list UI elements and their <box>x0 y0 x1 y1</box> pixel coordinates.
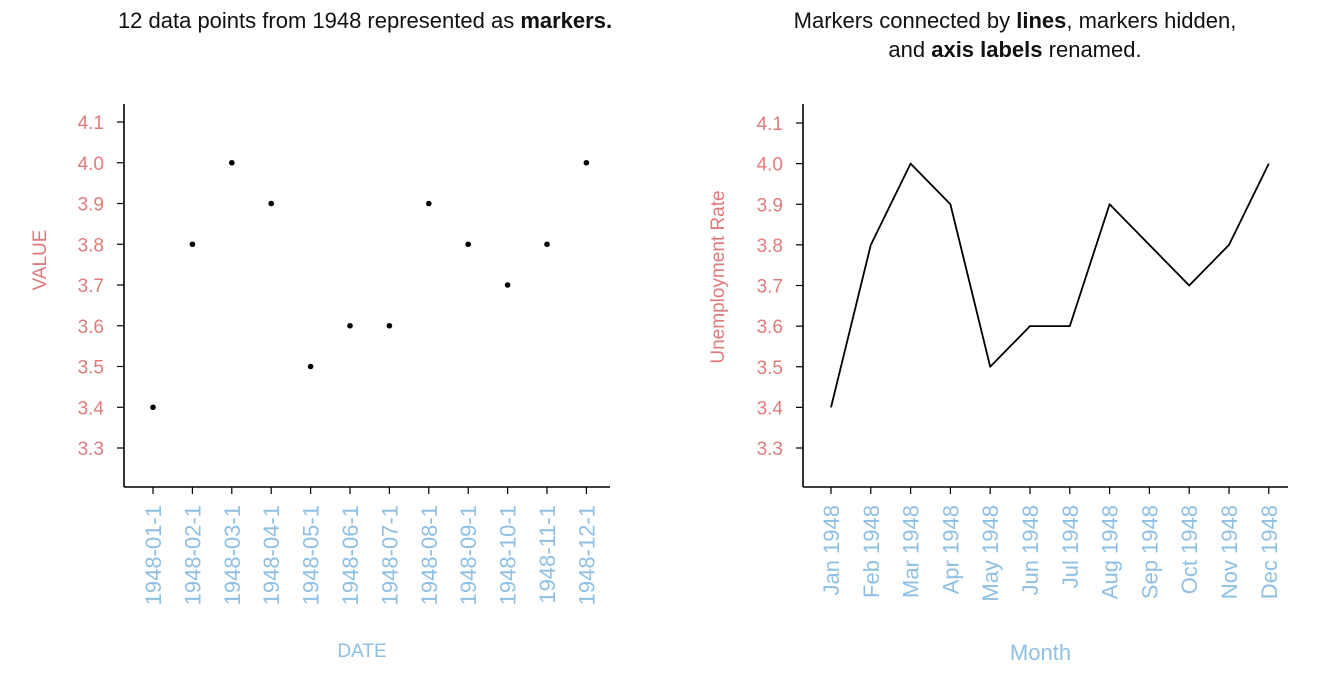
y-tick-label: 4.1 <box>78 113 104 134</box>
line-chart: 3.3 3.4 3.5 3.6 3.7 3.8 3.9 4.0 4.1 Jan 1948 Feb 1… <box>708 104 1288 665</box>
data-point <box>583 159 590 166</box>
x-tick-label: 1948-09-1 <box>456 505 481 605</box>
x-tick-label: 1948-12-1 <box>574 505 599 605</box>
x-tick-label: May 1948 <box>978 505 1003 602</box>
x-tick-label: 1948-05-1 <box>299 505 324 605</box>
y-tick-label: 4.0 <box>78 154 104 175</box>
x-tick-label: 1948-03-1 <box>220 505 245 605</box>
title-left-text: 12 data points from 1948 represented as <box>117 8 521 33</box>
y-tick-label: 3.7 <box>757 277 783 298</box>
x-tick-label: 1948-08-1 <box>417 505 442 605</box>
x-tick-label: Dec 1948 <box>1257 505 1282 599</box>
data-point <box>229 159 235 166</box>
x-tick-label: Feb 1948 <box>859 505 884 598</box>
x-tick-label: 1948-07-1 <box>377 505 402 605</box>
data-point <box>544 241 550 248</box>
data-point <box>189 241 196 248</box>
data-point <box>504 282 511 288</box>
title-right-line-2: and axis labels renamed. <box>700 35 1330 64</box>
y-tick-label: 4.1 <box>757 114 783 135</box>
data-point <box>386 322 393 329</box>
x-tick-label: 1948-04-1 <box>259 505 284 605</box>
y-tick-label: 3.5 <box>757 358 783 379</box>
x-tick-label: 1948-01-1 <box>141 505 166 605</box>
x-tick-label: Nov 1948 <box>1217 505 1242 599</box>
data-point <box>268 200 275 207</box>
y-axis-title: VALUE <box>30 230 51 291</box>
x-tick-label: Jul 1948 <box>1058 505 1083 588</box>
y-tick-label: 3.8 <box>757 236 783 257</box>
title-right-post-1: , markers hidden, <box>1066 8 1237 33</box>
y-tick-label: 3.9 <box>78 195 104 216</box>
y-tick-label: 3.5 <box>78 358 104 379</box>
x-tick-label: 1948-06-1 <box>338 505 363 605</box>
data-point <box>426 200 432 207</box>
x-tick-label: Jan 1948 <box>819 505 844 596</box>
scatter-chart: 3.3 3.4 3.5 3.6 3.7 3.8 3.9 4.0 4.1 1948-01-1 1948… <box>30 104 610 662</box>
title-right-post-2: renamed. <box>1042 37 1142 62</box>
x-tick-label: 1948-10-1 <box>496 505 521 605</box>
chart-title-right: Markers connected by lines, markers hidd… <box>700 6 1330 64</box>
y-tick-label: 3.8 <box>78 235 104 256</box>
y-axis-title: Unemployment Rate <box>708 190 729 363</box>
x-tick-label: Apr 1948 <box>938 505 963 594</box>
title-right-pre-1: Markers connected by <box>793 8 1017 33</box>
title-right-pre-2: and <box>888 37 932 62</box>
x-tick-label: Sep 1948 <box>1137 505 1162 599</box>
series-line <box>830 162 1270 408</box>
x-tick-label: Mar 1948 <box>899 505 924 598</box>
x-axis-title: Month <box>1010 640 1071 665</box>
y-tick-label: 3.6 <box>757 317 783 338</box>
title-right-bold-2: axis labels <box>931 37 1043 62</box>
data-point <box>347 322 353 329</box>
title-right-line-1: Markers connected by lines, markers hidd… <box>700 6 1330 35</box>
chart-title-left: 12 data points from 1948 represented as … <box>40 6 690 35</box>
y-tick-label: 3.6 <box>78 317 104 338</box>
y-tick-label: 3.3 <box>757 439 783 460</box>
y-tick-label: 3.9 <box>757 195 783 216</box>
y-tick-label: 3.3 <box>78 439 104 460</box>
x-tick-label: Jun 1948 <box>1018 505 1043 596</box>
y-tick-label: 3.7 <box>78 276 104 297</box>
data-point <box>150 404 156 411</box>
data-point <box>465 241 472 248</box>
x-tick-label: Aug 1948 <box>1098 505 1123 599</box>
data-point <box>307 363 314 370</box>
x-tick-label: Oct 1948 <box>1177 505 1202 594</box>
x-tick-label: 1948-11-1 <box>535 505 560 604</box>
y-tick-label: 3.4 <box>757 398 784 419</box>
y-tick-label: 3.4 <box>78 398 105 419</box>
y-tick-label: 4.0 <box>757 155 783 176</box>
x-tick-label: 1948-02-1 <box>180 505 205 605</box>
title-left-bold: markers. <box>520 8 613 33</box>
title-right-bold-1: lines <box>1016 8 1067 33</box>
x-axis-title: DATE <box>337 641 386 662</box>
